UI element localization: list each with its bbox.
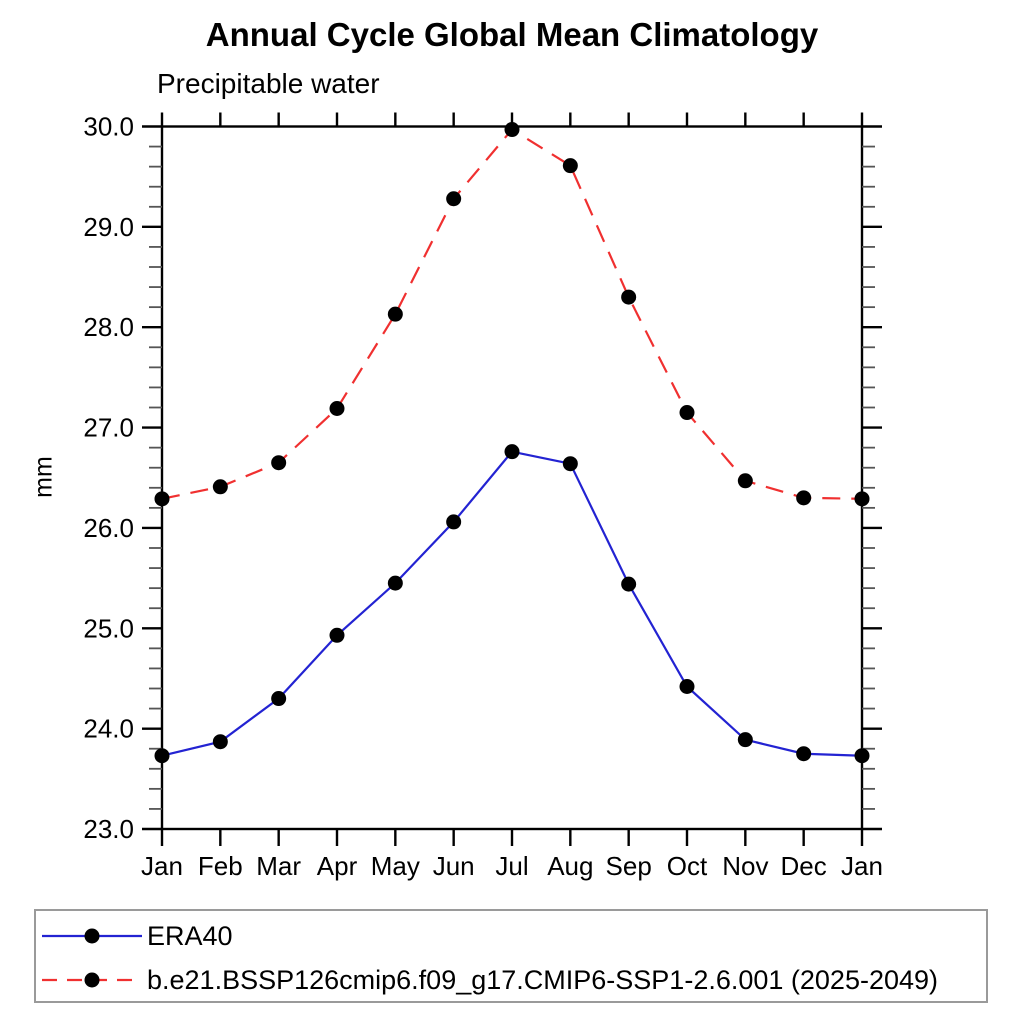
data-point-marker: [621, 576, 637, 592]
y-tick-label: 29.0: [83, 212, 134, 242]
chart-subtitle: Precipitable water: [157, 68, 380, 99]
x-tick-label: Sep: [606, 851, 652, 881]
x-tick-label: May: [371, 851, 420, 881]
data-point-marker: [796, 746, 812, 762]
y-tick-label: 28.0: [83, 312, 134, 342]
data-point-marker: [737, 473, 753, 489]
data-point-marker: [854, 748, 870, 764]
x-tick-label: Nov: [722, 851, 768, 881]
data-point-marker: [796, 490, 812, 506]
legend-entry-model: b.e21.BSSP126cmip6.f09_g17.CMIP6-SSP1-2.…: [40, 963, 938, 997]
x-tick-label: Oct: [667, 851, 708, 881]
plot-area: Jan Feb Mar Apr May Jun Jul Aug Sep Oct Nov Dec Jan2…: [83, 112, 883, 882]
x-tick-label: Apr: [317, 851, 358, 881]
legend-swatch-solid-line-dot: [42, 928, 142, 944]
data-point-marker: [154, 491, 170, 507]
data-point-marker: [271, 455, 287, 471]
x-tick-label: Jan: [841, 851, 883, 881]
data-point-marker: [387, 306, 403, 322]
data-point-marker: [329, 627, 345, 643]
data-point-marker: [446, 191, 462, 207]
y-tick-label: 24.0: [83, 714, 134, 744]
data-point-marker: [562, 456, 578, 472]
data-point-marker: [446, 514, 462, 530]
axes-frame: [160, 125, 864, 831]
data-point-marker: [387, 575, 403, 591]
data-point-marker: [154, 748, 170, 764]
y-tick-label: 30.0: [83, 112, 134, 142]
data-point-marker: [737, 732, 753, 748]
data-point-marker: [621, 289, 637, 305]
y-tick-label: 25.0: [83, 613, 134, 643]
data-point-marker: [504, 122, 520, 138]
data-point-marker: [212, 734, 228, 750]
data-point-marker: [679, 678, 695, 694]
data-point-marker: [329, 401, 345, 417]
legend-entry-era40: ERA40: [40, 919, 233, 953]
y-tick-label: 23.0: [83, 814, 134, 844]
x-tick-label: Jan: [141, 851, 183, 881]
data-point-marker: [562, 158, 578, 174]
x-tick-label: Mar: [256, 851, 301, 881]
x-tick-label: Jun: [433, 851, 475, 881]
legend-swatch-dashed-line-dot: [42, 972, 142, 988]
y-tick-label: 27.0: [83, 413, 134, 443]
data-point-marker: [679, 405, 695, 421]
legend-box: ERA40 b.e21.BSSP126cmip6.f09_g17.CMIP6-S…: [34, 909, 988, 1003]
x-tick-label: Dec: [781, 851, 827, 881]
model-line: [161, 128, 863, 500]
legend-marker-dot: [84, 928, 100, 944]
data-point-marker: [271, 691, 287, 707]
data-point-marker: [212, 479, 228, 495]
data-point-marker: [854, 491, 870, 507]
x-tick-label: Feb: [198, 851, 243, 881]
data-point-marker: [504, 444, 520, 460]
legend-label-era40: ERA40: [147, 920, 233, 951]
x-tick-label: Aug: [547, 851, 593, 881]
chart-title: Annual Cycle Global Mean Climatology: [205, 16, 819, 53]
legend-label-model: b.e21.BSSP126cmip6.f09_g17.CMIP6-SSP1-2.…: [147, 964, 939, 995]
y-tick-label: 26.0: [83, 513, 134, 543]
x-tick-label: Jul: [495, 851, 528, 881]
legend-marker-dot: [84, 972, 100, 988]
era40-line: [161, 450, 863, 757]
